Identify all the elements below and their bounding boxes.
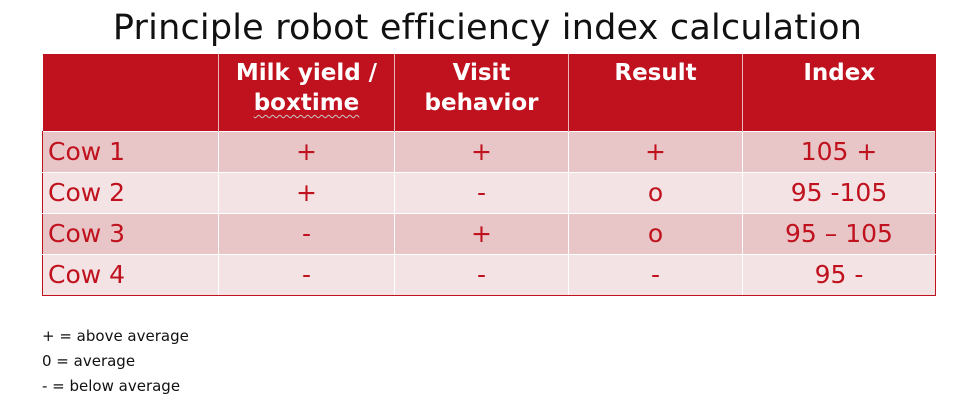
visit-behavior-cell: + bbox=[394, 212, 569, 255]
header-result: Result bbox=[568, 54, 743, 131]
legend-item-average: 0 = average bbox=[42, 352, 136, 370]
visit-behavior-cell: + bbox=[394, 130, 569, 173]
index-cell: 95 - bbox=[742, 253, 936, 296]
index-cell: 105 + bbox=[742, 130, 936, 173]
result-cell: + bbox=[568, 130, 743, 173]
header-visit-behavior: Visit behavior bbox=[394, 54, 569, 131]
row-label: Cow 3 bbox=[42, 212, 219, 255]
legend-item-above-average: + = above average bbox=[42, 327, 189, 345]
result-cell: o bbox=[568, 171, 743, 214]
table-row-cow-3: Cow 3 - + o 95 – 105 bbox=[42, 212, 936, 255]
table-header-row: Milk yield / boxtime Visit behavior Resu… bbox=[42, 54, 936, 131]
header-empty-cell bbox=[42, 54, 219, 131]
visit-behavior-cell: - bbox=[394, 171, 569, 214]
legend: + = above average 0 = average - = below … bbox=[42, 324, 189, 399]
header-milk-line-2: boxtime bbox=[253, 90, 360, 116]
header-visit-line-2: behavior bbox=[424, 90, 539, 116]
row-label: Cow 2 bbox=[42, 171, 219, 214]
header-milk-yield-boxtime: Milk yield / boxtime bbox=[218, 54, 395, 131]
table-row-cow-2: Cow 2 + - o 95 -105 bbox=[42, 171, 936, 214]
header-index: Index bbox=[742, 54, 936, 131]
index-cell: 95 -105 bbox=[742, 171, 936, 214]
milk-yield-cell: - bbox=[218, 253, 395, 296]
row-label: Cow 4 bbox=[42, 253, 219, 296]
page-title: Principle robot efficiency index calcula… bbox=[112, 8, 863, 48]
row-label: Cow 1 bbox=[42, 130, 219, 173]
result-cell: - bbox=[568, 253, 743, 296]
efficiency-table: Milk yield / boxtime Visit behavior Resu… bbox=[42, 54, 936, 296]
legend-item-below-average: - = below average bbox=[42, 377, 181, 395]
milk-yield-cell: + bbox=[218, 130, 395, 173]
milk-yield-cell: + bbox=[218, 171, 395, 214]
index-cell: 95 – 105 bbox=[742, 212, 936, 255]
table-row-cow-1: Cow 1 + + + 105 + bbox=[42, 130, 936, 173]
milk-yield-cell: - bbox=[218, 212, 395, 255]
table-row-cow-4: Cow 4 - - - 95 - bbox=[42, 253, 936, 296]
header-milk-line-1: Milk yield / bbox=[235, 60, 378, 86]
header-visit-line-1: Visit bbox=[452, 60, 511, 86]
result-cell: o bbox=[568, 212, 743, 255]
visit-behavior-cell: - bbox=[394, 253, 569, 296]
